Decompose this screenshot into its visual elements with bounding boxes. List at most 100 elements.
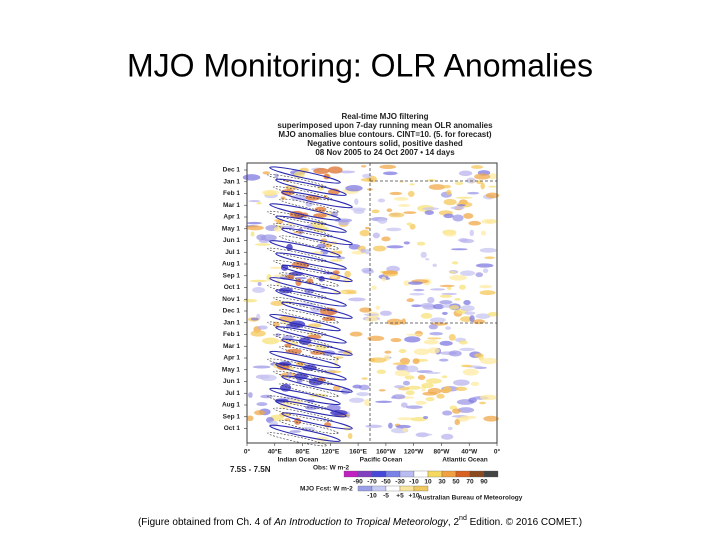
anomaly-patch	[441, 311, 448, 315]
anomaly-patch	[448, 333, 456, 341]
anomaly-patch	[398, 204, 411, 207]
anomaly-patch	[365, 226, 370, 230]
credit: Australian Bureau of Meteorology	[418, 495, 523, 502]
mjo-contour	[281, 190, 353, 209]
figure-title: MJO anomalies blue contours. CINT=10. (5…	[278, 130, 491, 139]
anomaly-patch	[423, 339, 439, 345]
anomaly-patch	[242, 174, 261, 181]
anomaly-patch	[381, 276, 387, 282]
x-label: 80°W	[433, 448, 450, 456]
anomaly-patch	[407, 190, 415, 198]
anomaly-patch	[463, 213, 474, 219]
anomaly-patch	[427, 296, 435, 304]
anomaly-patch	[250, 317, 259, 321]
anomaly-patch	[475, 313, 491, 319]
anomaly-patch	[391, 396, 397, 399]
strong-anomaly	[327, 166, 343, 174]
anomaly-patch	[441, 292, 457, 296]
mjo-contour	[281, 412, 353, 430]
anomaly-patch	[403, 211, 417, 215]
anomaly-patch	[424, 210, 434, 215]
fcst-swatch	[399, 485, 415, 492]
anomaly-patch	[463, 300, 471, 306]
y-label: Sep 1	[223, 413, 241, 420]
fcst-label: -5	[383, 493, 389, 500]
colorbar-label: -70	[367, 479, 377, 486]
anomaly-patch	[449, 271, 456, 274]
anomaly-patch	[280, 196, 286, 200]
mjo-contour	[279, 420, 339, 434]
anomaly-patch	[395, 424, 411, 429]
slide-title: MJO Monitoring: OLR Anomalies	[127, 47, 593, 83]
anomaly-patch	[412, 358, 420, 365]
y-label: Jan 1	[223, 178, 240, 185]
anomaly-patch	[467, 191, 480, 195]
anomaly-patch	[372, 245, 387, 252]
anomaly-patch	[441, 433, 454, 440]
anomaly-patch	[376, 369, 387, 375]
anomaly-patch	[439, 300, 453, 305]
anomaly-patch	[420, 312, 433, 319]
x-label: 120°E	[321, 448, 339, 456]
anomaly-patch	[372, 232, 380, 239]
anomaly-patch	[390, 337, 402, 343]
anomaly-patch	[371, 285, 377, 290]
anomaly-patch	[446, 189, 452, 196]
anomaly-patch	[468, 220, 481, 226]
anomaly-patch	[368, 357, 387, 363]
anomaly-patch	[382, 270, 398, 275]
anomaly-patch	[488, 185, 497, 188]
anomaly-patch	[429, 317, 446, 323]
anomaly-patch	[452, 214, 464, 222]
mjo-contour	[269, 203, 341, 221]
anomaly-patch	[377, 198, 386, 203]
mjo-contour	[281, 338, 353, 356]
mjo-contour	[281, 264, 353, 283]
anomaly-patch	[262, 171, 271, 175]
anomaly-patch	[439, 294, 453, 298]
anomaly-patch	[252, 365, 271, 369]
mjo-contour	[269, 240, 341, 258]
anomaly-patch	[371, 209, 380, 214]
anomaly-patch	[439, 340, 453, 346]
anomaly-patch	[417, 374, 426, 380]
anomaly-patch	[452, 408, 461, 414]
anomaly-patch	[392, 362, 410, 366]
fcst-swatch	[371, 485, 387, 492]
anomaly-patch	[480, 230, 486, 236]
anomaly-patch	[422, 207, 440, 211]
anomaly-patch	[479, 247, 497, 253]
anomaly-patch	[460, 305, 475, 312]
anomaly-patch	[367, 335, 385, 342]
anomaly-patch	[270, 300, 285, 306]
anomaly-patch	[443, 213, 454, 219]
anomaly-patch	[432, 263, 437, 268]
mjo-contour	[279, 235, 339, 250]
anomaly-patch	[457, 407, 475, 413]
anomaly-patch	[464, 311, 476, 315]
anomaly-patch	[364, 399, 371, 406]
colorbar-label: 10	[424, 479, 432, 486]
colorbar-swatch	[455, 470, 471, 478]
anomaly-patch	[403, 280, 411, 287]
anomaly-patch	[416, 241, 426, 246]
y-label: Apr 1	[223, 214, 240, 221]
anomaly-patch	[248, 200, 261, 203]
anomaly-patch	[273, 274, 288, 278]
anomaly-patch	[420, 303, 435, 309]
anomaly-patch	[362, 173, 372, 179]
anomaly-patch	[480, 182, 485, 190]
mjo-contour	[275, 289, 347, 307]
anomaly-patch	[460, 270, 476, 276]
anomaly-patch	[426, 179, 436, 182]
anomaly-patch	[388, 212, 405, 218]
fcst-label: +10	[408, 493, 419, 500]
anomaly-patch	[454, 419, 461, 426]
anomaly-patch	[246, 415, 254, 422]
anomaly-patch	[427, 337, 442, 340]
anomaly-patch	[354, 198, 359, 205]
x-label: 160°W	[376, 448, 396, 456]
obs-label: Obs: W m-2	[313, 465, 349, 472]
mjo-contour	[267, 432, 327, 447]
mjo-contour	[281, 301, 353, 319]
